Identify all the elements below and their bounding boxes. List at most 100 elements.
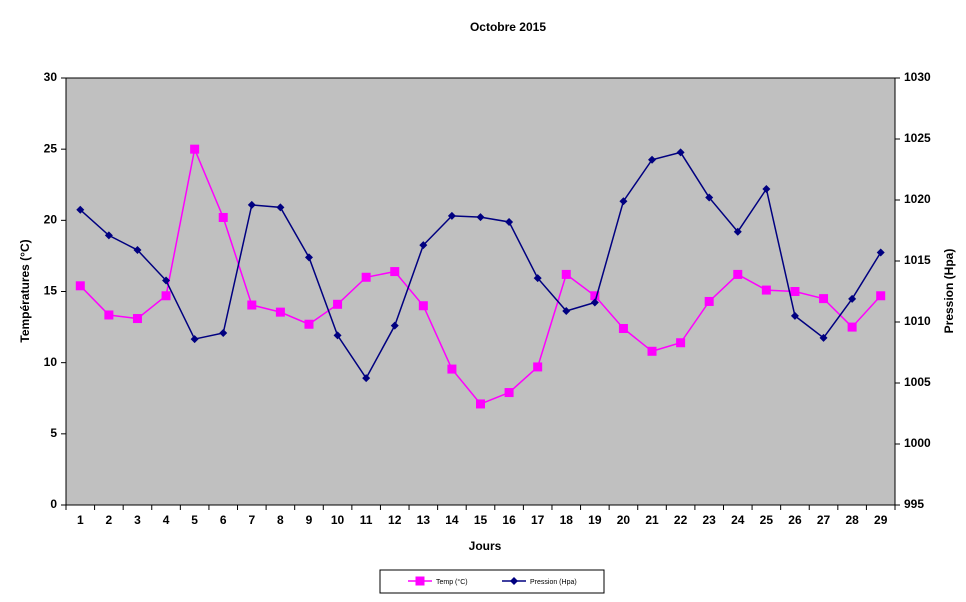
marker — [705, 193, 714, 202]
x-tick-label: 16 — [502, 513, 516, 527]
x-tick-label: 2 — [106, 513, 113, 527]
y2-tick-label: 1030 — [904, 70, 931, 84]
y-tick-label: 5 — [50, 426, 57, 440]
x-tick-label: 8 — [277, 513, 284, 527]
marker — [419, 241, 428, 250]
legend-box — [379, 569, 605, 594]
marker — [676, 338, 686, 348]
x-tick-label: 15 — [474, 513, 488, 527]
marker — [476, 399, 485, 409]
marker — [819, 294, 829, 304]
x-axis-title: Jours — [469, 539, 502, 553]
y-tick-label: 0 — [50, 497, 57, 511]
marker — [247, 200, 256, 209]
x-tick-label: 28 — [845, 513, 859, 527]
marker — [761, 285, 771, 295]
x-tick-label: 25 — [760, 513, 774, 527]
marker — [275, 307, 285, 317]
marker — [704, 296, 714, 306]
marker — [132, 314, 142, 324]
x-tick-label: 27 — [817, 513, 831, 527]
x-tick-label: 9 — [306, 513, 313, 527]
x-tick-label: 26 — [788, 513, 802, 527]
marker — [362, 374, 371, 383]
y2-tick-label: 995 — [904, 497, 924, 511]
x-tick-label: 6 — [220, 513, 227, 527]
y-tick-label: 30 — [44, 70, 58, 84]
x-tick-label: 24 — [731, 513, 745, 527]
marker — [247, 300, 257, 310]
marker — [733, 269, 743, 279]
plot-area — [65, 77, 896, 506]
y2-tick-label: 1025 — [904, 131, 931, 145]
marker — [561, 269, 571, 279]
marker — [590, 291, 600, 301]
marker — [333, 299, 343, 309]
x-tick-label: 1 — [77, 513, 84, 527]
marker — [505, 217, 514, 226]
x-tick-label: 18 — [560, 513, 574, 527]
marker — [790, 311, 799, 320]
chart-title: Octobre 2015 — [470, 20, 546, 34]
marker — [848, 294, 857, 303]
x-tick-label: 19 — [588, 513, 602, 527]
x-tick-label: 23 — [703, 513, 717, 527]
marker — [104, 231, 113, 240]
y-tick-label: 15 — [44, 284, 58, 298]
marker — [75, 281, 85, 291]
marker — [276, 203, 285, 212]
x-tick-label: 21 — [645, 513, 659, 527]
y2-axis-title: Pression (Hpa) — [942, 249, 956, 334]
marker — [733, 227, 742, 236]
marker — [847, 322, 857, 332]
marker — [190, 335, 199, 344]
marker — [390, 321, 399, 330]
marker — [390, 267, 400, 277]
marker — [476, 213, 485, 222]
marker — [162, 276, 171, 285]
marker — [676, 148, 685, 157]
x-tick-label: 13 — [417, 513, 431, 527]
marker — [76, 205, 85, 214]
marker — [876, 291, 886, 301]
marker — [619, 197, 628, 206]
marker — [876, 248, 885, 257]
marker — [219, 328, 228, 337]
marker — [218, 212, 228, 222]
marker — [590, 298, 599, 307]
marker — [447, 211, 456, 220]
x-tick-label: 4 — [163, 513, 170, 527]
x-tick-label: 11 — [360, 513, 373, 527]
marker — [510, 577, 518, 585]
marker — [790, 287, 800, 296]
x-tick-label: 29 — [874, 513, 888, 527]
x-tick-label: 10 — [331, 513, 345, 527]
marker — [304, 253, 313, 262]
y2-tick-label: 1005 — [904, 375, 931, 389]
marker — [304, 319, 314, 329]
legend-label: Temp (°C) — [436, 578, 468, 586]
marker — [415, 576, 425, 586]
marker — [447, 364, 457, 374]
marker — [562, 307, 571, 316]
marker — [133, 246, 142, 255]
x-tick-label: 3 — [134, 513, 141, 527]
y2-tick-label: 1010 — [904, 314, 931, 328]
x-tick-label: 7 — [248, 513, 255, 527]
marker — [333, 331, 342, 340]
x-tick-label: 17 — [531, 513, 545, 527]
legend-label: Pression (Hpa) — [530, 579, 577, 586]
marker — [647, 346, 657, 356]
x-tick-label: 22 — [674, 513, 688, 527]
x-tick-label: 20 — [617, 513, 631, 527]
y2-tick-label: 1000 — [904, 436, 931, 450]
marker — [618, 324, 628, 334]
y-tick-label: 25 — [44, 141, 58, 155]
x-tick-label: 5 — [191, 513, 198, 527]
y-axis-title: Températures (°C) — [18, 239, 32, 342]
marker — [648, 155, 657, 164]
marker — [533, 274, 542, 283]
y-tick-label: 10 — [44, 355, 58, 369]
x-tick-label: 12 — [388, 513, 402, 527]
